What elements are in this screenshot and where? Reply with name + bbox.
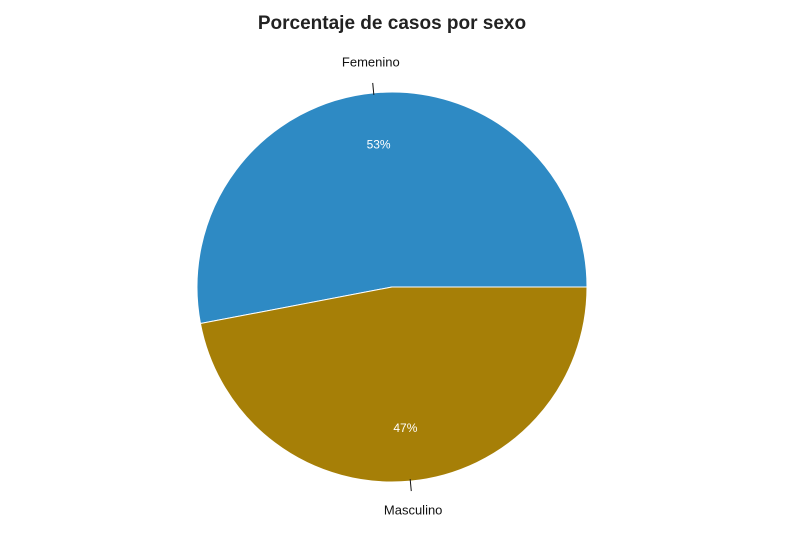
pie-labels: Femenino 53% Masculino 47% — [342, 54, 443, 517]
slice-label-femenino: Femenino — [342, 54, 400, 69]
label-tick-femenino — [372, 82, 375, 95]
slice-percent-femenino: 53% — [367, 137, 391, 151]
chart-title: Porcentaje de casos por sexo — [258, 13, 526, 34]
pie-slice-masculino — [199, 286, 588, 483]
label-tick-masculino — [409, 479, 412, 492]
slice-percent-masculino: 47% — [393, 421, 417, 435]
pie-slices — [196, 91, 588, 483]
slice-label-masculino: Masculino — [384, 502, 443, 517]
